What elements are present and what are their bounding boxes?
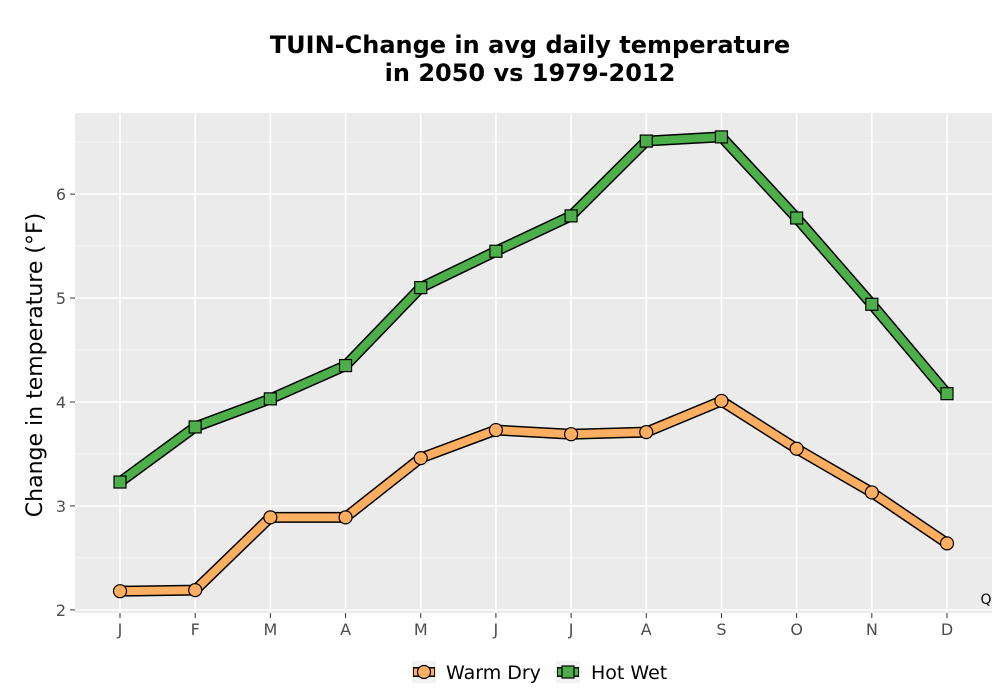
chart-title-line-2: in 2050 vs 1979-2012: [385, 59, 676, 87]
data-point: [113, 475, 127, 489]
legend-label: Hot Wet: [591, 662, 667, 684]
data-point: [489, 244, 503, 258]
y-tick-label: 3: [56, 497, 66, 516]
legend-key-marker: [416, 664, 432, 680]
x-tick-label: M: [414, 620, 428, 639]
series-layer: [112, 130, 955, 599]
x-tick-label: O: [790, 620, 803, 639]
data-point: [414, 281, 428, 295]
x-tick-label: D: [941, 620, 953, 639]
data-point: [865, 297, 879, 311]
x-tick-label: J: [568, 620, 574, 639]
data-point: [940, 387, 954, 401]
data-point: [563, 427, 579, 442]
data-point: [413, 451, 428, 466]
data-point: [639, 425, 654, 440]
x-tick-label: A: [340, 620, 351, 639]
x-tick-label: J: [493, 620, 499, 639]
data-point: [263, 510, 278, 525]
y-axis-title: Change in temperature (°F): [23, 213, 48, 517]
y-tick-label: 4: [56, 393, 66, 412]
y-tick-label: 6: [56, 185, 66, 204]
data-point: [939, 536, 955, 551]
data-point: [338, 358, 353, 373]
x-tick-label: S: [716, 620, 726, 639]
legend-label: Warm Dry: [446, 662, 541, 684]
x-tick-label: A: [641, 620, 652, 639]
data-point: [714, 393, 729, 409]
data-point: [564, 209, 578, 223]
minor-gridlines: [75, 141, 992, 559]
data-point: [864, 485, 879, 500]
data-point: [188, 420, 202, 434]
series-line: [116, 132, 951, 487]
data-point: [789, 441, 804, 456]
data-point: [263, 392, 277, 406]
data-point: [338, 510, 353, 525]
data-point: [714, 130, 729, 144]
chart-title-line-1: TUIN-Change in avg daily temperature: [270, 31, 790, 59]
corner-note: Q: [980, 592, 991, 608]
series-line: [116, 396, 951, 596]
x-tick-label: J: [117, 620, 123, 639]
data-point: [639, 134, 653, 148]
y-tick-label: 2: [56, 601, 66, 620]
y-tick-label: 5: [56, 289, 66, 308]
x-tick-label: M: [263, 620, 277, 639]
data-point: [188, 583, 203, 598]
x-tick-label: F: [191, 620, 200, 639]
y-axis: 2 3 4 5 6: [56, 185, 75, 620]
data-point: [790, 211, 804, 225]
x-tick-label: N: [866, 620, 878, 639]
plot-panel: [75, 113, 992, 613]
legend: Warm Dry Hot Wet: [412, 661, 667, 684]
data-point: [488, 422, 504, 438]
data-point: [112, 584, 128, 599]
legend-key-marker: [561, 665, 575, 679]
